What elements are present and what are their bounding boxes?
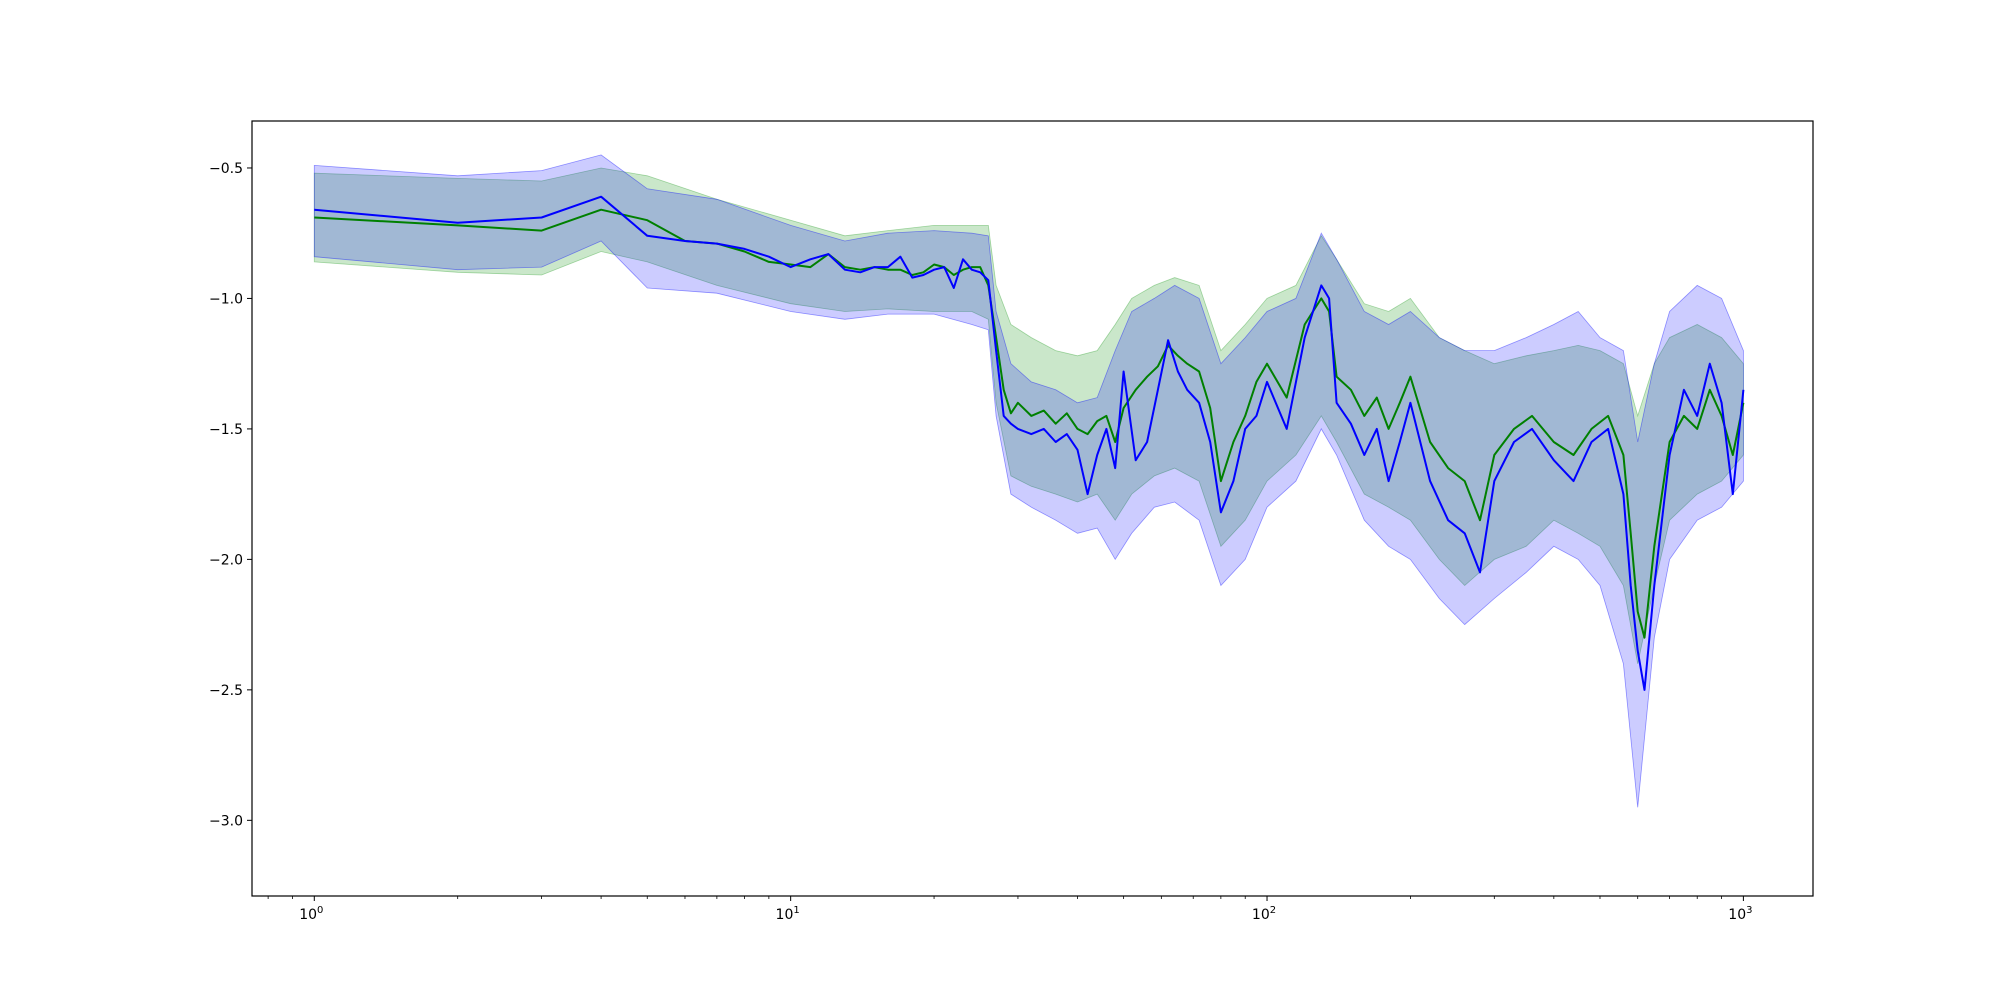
bands-layer: [313, 154, 1744, 808]
x-tick-label-3: 102: [1252, 905, 1276, 923]
plot-frame: [251, 120, 1814, 897]
series-2-line: [314, 195, 1745, 691]
y-tick-label-4: −2.0: [209, 552, 243, 568]
x-tick-label-2: 101: [776, 905, 800, 923]
x-tick-label-1: 100: [299, 905, 323, 923]
y-tick-label-2: −1.0: [209, 291, 243, 307]
y-tick-label-6: −3.0: [209, 813, 243, 829]
lines-layer: [314, 195, 1745, 691]
y-tick-label-3: −1.5: [209, 422, 243, 438]
y-tick-label-1: −0.5: [209, 161, 243, 177]
series-1-band: [313, 167, 1744, 664]
y-tick-label-5: −2.5: [209, 683, 243, 699]
x-tick-label-4: 103: [1728, 905, 1752, 923]
series-2-band: [313, 154, 1744, 808]
ticks-layer: −0.5 −1.0 −1.5 −2.0 −2.5 −3.0 100 101 102 103: [209, 161, 1752, 923]
